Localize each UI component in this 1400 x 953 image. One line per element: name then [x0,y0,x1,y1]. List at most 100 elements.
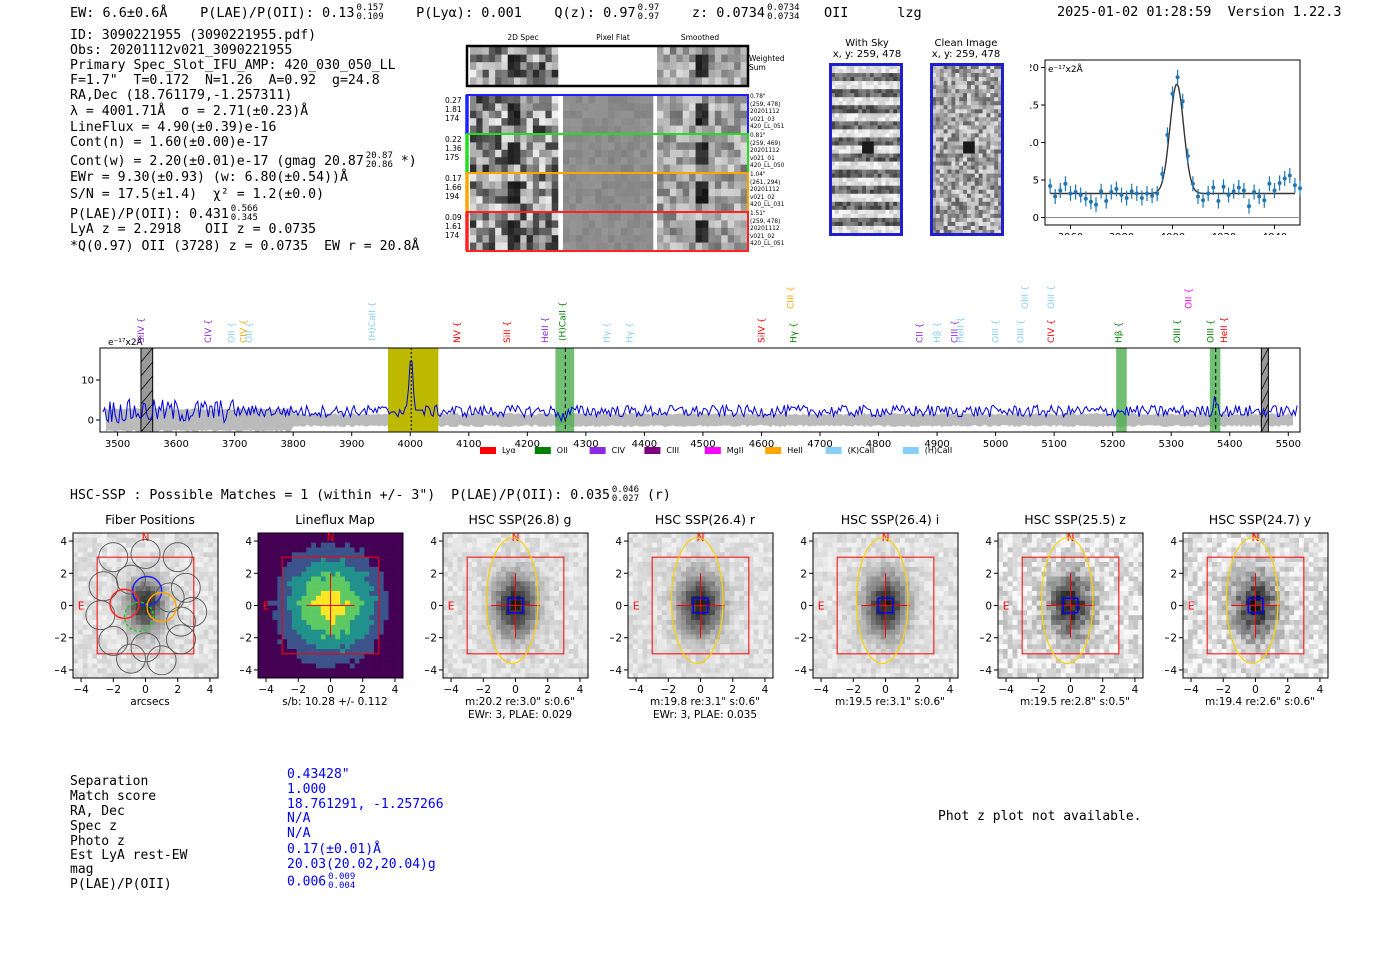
spec-pixel [514,69,521,78]
hsc-heading-lo: 0.027 [611,494,639,504]
cutout-pixel [262,576,268,582]
cutout-pixel [282,644,288,650]
cutout-pixel [213,639,219,645]
zoom-xtick-label: 4020 [1211,232,1236,235]
cutout-pixel [131,668,137,674]
spec-pixel [734,69,741,78]
spectrum-xtick-label: 3600 [163,439,188,450]
cutout-pixel [340,605,346,611]
cutout-pixel [398,542,404,548]
cutout-pixel [364,586,370,592]
sky-pixel [939,69,944,74]
spec-pixel [563,174,570,182]
sky-pixel [897,173,902,178]
spec-pixel [582,196,590,204]
spec-pixel [657,118,664,126]
cutout-pixel [364,591,370,597]
spec-pixel [689,54,696,63]
cutout-pixel [330,595,336,601]
cutout-pixel [111,653,117,659]
cutout-pixel [472,663,478,669]
spec-pixel [476,54,483,63]
spec-pixel [734,196,741,204]
cutout-pixel [369,533,375,539]
cutout-pixel [258,639,264,645]
cutout-pixel [393,663,399,669]
cutout-pixel [131,533,137,539]
sky-pixel [881,149,886,154]
sky-pixel [947,113,952,118]
sky-pixel [939,121,944,126]
spec-pixel [495,96,502,104]
sky-pixel [831,117,836,122]
sky-pixel [881,165,886,170]
sky-pixel [963,85,968,90]
sky-pixel [951,109,956,114]
cutout-pixel [457,653,463,659]
sky-pixel [998,145,1003,150]
spec-pixel [727,135,735,143]
cutout-pixel [447,668,453,674]
cutout-pixel [447,571,453,577]
cutout-pixel [272,653,278,659]
cutout-pixel [374,634,380,640]
sky-pixel [869,73,875,78]
cutout-pixel [262,542,268,548]
spec-pixel [740,135,748,143]
info-contw: Cont(w) = 2.20(±0.01)e-17 (gmag 20.87 [70,154,364,169]
sky-pixel [932,217,937,223]
zoom-unit-label: e⁻¹⁷x2Å [1048,63,1084,75]
sky-pixel [889,137,894,142]
sky-pixel [978,221,983,227]
cutout-pixel [102,615,108,621]
sky-pixel [982,97,987,102]
sky-pixel [959,157,964,162]
cutout-pixel [311,644,317,650]
sky-pixel [846,213,851,219]
sky-pixel [990,213,995,219]
sky-pixel [955,117,960,122]
cutout-pixel [388,629,394,635]
cutout-pixel [135,653,141,659]
sky-pixel [866,217,871,223]
sky-pixel [881,145,886,150]
spec-pixel [526,188,534,197]
spec-pixel [539,242,546,251]
cutout-pixel [272,634,278,640]
cutout-pixel [443,649,449,655]
sky-pixel [943,189,948,195]
cutout-pixel [277,595,283,601]
cutout-pixel [126,552,132,558]
cutout-pixel [131,634,137,640]
spec-pixel [627,235,635,243]
cutout-pixel [443,576,449,582]
spec-pixel [601,213,609,221]
cutout-pixel [398,658,404,664]
cutout-pixel [311,634,317,640]
sky-pixel [885,77,890,82]
cutout-pixel [97,658,103,664]
cutout-pixel [262,658,268,664]
cutout-pixel [335,634,341,640]
cutout-pixel [393,576,399,582]
fiber-circle [170,572,201,603]
cutout-pixel [364,673,370,679]
sky-pixel [834,177,840,182]
spec-pixel [476,47,483,55]
sky-pixel [982,205,987,211]
sky-pixel [885,113,890,118]
cutout-pixel [301,610,307,616]
cutout-pixel [369,668,375,674]
sky-pixel [893,153,898,158]
cutout-pixel [267,663,273,669]
sky-pixel [831,81,836,86]
cutout-pixel [135,586,141,592]
spec-pixel [669,135,677,143]
cutout-pixel [272,586,278,592]
spec-pixel [588,125,596,134]
zoom-data-point [1094,202,1098,207]
sky-pixel [842,105,847,110]
cutout-pixel [359,605,365,611]
spec-pixel [482,69,490,78]
